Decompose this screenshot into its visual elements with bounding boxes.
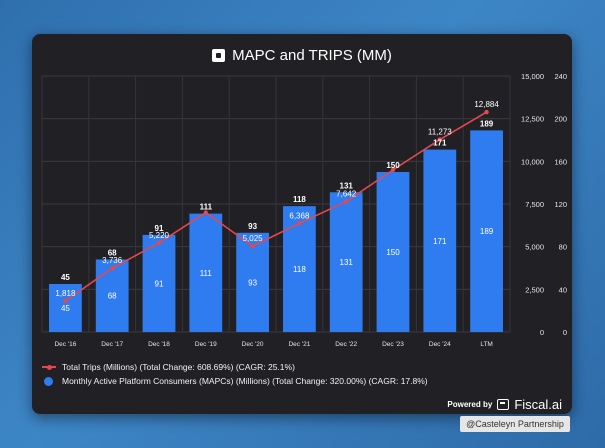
trips-point bbox=[250, 244, 255, 249]
bar-value-label: 91 bbox=[155, 279, 164, 288]
trips-point bbox=[110, 266, 115, 271]
bar-value-label: 150 bbox=[386, 248, 400, 257]
trips-value-label: 6,368 bbox=[289, 211, 310, 220]
bar-top-label: 150 bbox=[386, 161, 400, 170]
bar-top-label: 111 bbox=[200, 203, 213, 212]
bar-top-label: 131 bbox=[340, 181, 354, 190]
x-axis-tick: Dec '20 bbox=[242, 341, 264, 348]
powered-by[interactable]: Powered by Fiscal.ai bbox=[447, 397, 562, 412]
bar-top-label: 45 bbox=[61, 273, 70, 282]
bar-value-label: 111 bbox=[200, 269, 213, 278]
right-axis-tick: 80 bbox=[559, 243, 567, 252]
powered-by-text: Powered by bbox=[447, 400, 493, 409]
chart-plot: 0 0 2,500 40 5,000 80 7,500 120 10,000 160 12,500 2… bbox=[41, 72, 567, 348]
bar bbox=[376, 172, 410, 332]
right-axis-tick: 200 bbox=[554, 115, 567, 124]
uber-logo-icon bbox=[212, 48, 226, 62]
bar-top-label: 189 bbox=[480, 119, 494, 128]
trips-value-label: 11,273 bbox=[428, 128, 452, 137]
chart-title: MAPC and TRIPS (MM) bbox=[232, 46, 392, 64]
credit-badge: @Casteleyn Partnership bbox=[460, 416, 570, 432]
trips-line bbox=[64, 111, 488, 302]
bar bbox=[423, 149, 457, 332]
trips-point bbox=[484, 109, 489, 115]
right-axis-tick: 40 bbox=[559, 285, 567, 294]
x-axis-tick: Dec '22 bbox=[335, 341, 357, 348]
bar bbox=[236, 232, 269, 332]
fiscal-logo-icon bbox=[497, 399, 510, 410]
legend-label-trips: Total Trips (Millions) (Total Change: 60… bbox=[62, 362, 295, 372]
line-legend-icon bbox=[42, 363, 56, 371]
trips-point bbox=[156, 240, 162, 246]
bar-value-label: 68 bbox=[108, 292, 117, 301]
legend-item-trips[interactable]: Total Trips (Millions) (Total Change: 60… bbox=[42, 360, 428, 374]
left-axis-tick: 5,000 bbox=[525, 243, 544, 252]
left-axis-tick: 10,000 bbox=[521, 157, 544, 166]
trips-value-label: 12,884 bbox=[474, 100, 499, 109]
bar bbox=[142, 234, 176, 332]
bar-top-label: 93 bbox=[248, 222, 257, 231]
dot-legend-icon bbox=[44, 376, 53, 386]
x-axis-tick: Dec '19 bbox=[195, 341, 217, 348]
right-axis-tick: 160 bbox=[554, 157, 567, 166]
trips-value-label: 3,736 bbox=[102, 256, 123, 265]
bar bbox=[49, 284, 82, 332]
x-axis-tick: LTM bbox=[480, 341, 493, 348]
x-axis-tick: Dec '21 bbox=[288, 341, 310, 348]
bar-top-label: 171 bbox=[433, 139, 447, 148]
trips-point bbox=[203, 210, 208, 215]
fiscal-brand: Fiscal.ai bbox=[514, 397, 562, 412]
bar-value-label: 45 bbox=[61, 304, 70, 313]
bar-value-label: 93 bbox=[248, 278, 257, 287]
title-row: MAPC and TRIPS (MM) bbox=[32, 44, 572, 66]
left-axis-tick: 15,000 bbox=[521, 72, 544, 81]
bar-value-label: 131 bbox=[340, 258, 354, 267]
trips-value-label: 5,220 bbox=[149, 231, 170, 240]
left-axis-tick: 12,500 bbox=[521, 115, 544, 124]
legend-label-mapcs: Monthly Active Platform Consumers (MAPCs… bbox=[62, 376, 428, 386]
trips-point bbox=[63, 298, 68, 304]
legend: Total Trips (Millions) (Total Change: 60… bbox=[42, 360, 428, 388]
bar bbox=[95, 259, 129, 332]
right-axis-tick: 0 bbox=[563, 328, 567, 337]
bar bbox=[329, 192, 363, 332]
x-axis-tick: Dec '24 bbox=[429, 341, 451, 348]
bar bbox=[283, 206, 316, 332]
right-axis-tick: 240 bbox=[554, 72, 567, 81]
trips-point bbox=[437, 137, 442, 142]
trips-point bbox=[344, 199, 349, 204]
bar-value-label: 118 bbox=[293, 265, 306, 274]
right-axis-tick: 120 bbox=[554, 200, 567, 209]
chart-card: MAPC and TRIPS (MM) 0 0 2,500 40 5,000 80 7,50… bbox=[32, 34, 572, 414]
trips-point bbox=[297, 221, 302, 226]
x-axis-tick: Dec '17 bbox=[101, 341, 123, 348]
left-axis-tick: 7,500 bbox=[525, 200, 544, 209]
bar-value-label: 171 bbox=[433, 237, 447, 246]
bar-top-label: 68 bbox=[108, 248, 117, 257]
trips-value-label: 1,818 bbox=[55, 289, 76, 298]
legend-item-mapcs[interactable]: Monthly Active Platform Consumers (MAPCs… bbox=[42, 374, 428, 388]
trips-point bbox=[390, 167, 396, 173]
x-axis-tick: Dec '16 bbox=[54, 341, 76, 348]
left-axis-tick: 0 bbox=[540, 328, 544, 337]
bar-value-label: 189 bbox=[480, 227, 494, 236]
x-axis-tick: Dec '18 bbox=[148, 341, 170, 348]
bar bbox=[189, 213, 223, 332]
trips-value-label: 7,642 bbox=[336, 190, 357, 199]
trips-value-label: 5,025 bbox=[243, 234, 264, 243]
x-axis-tick: Dec '23 bbox=[382, 341, 404, 348]
bar-top-label: 118 bbox=[293, 195, 306, 204]
bar-top-label: 91 bbox=[155, 224, 164, 233]
left-axis-tick: 2,500 bbox=[525, 285, 544, 294]
bar bbox=[470, 130, 503, 332]
